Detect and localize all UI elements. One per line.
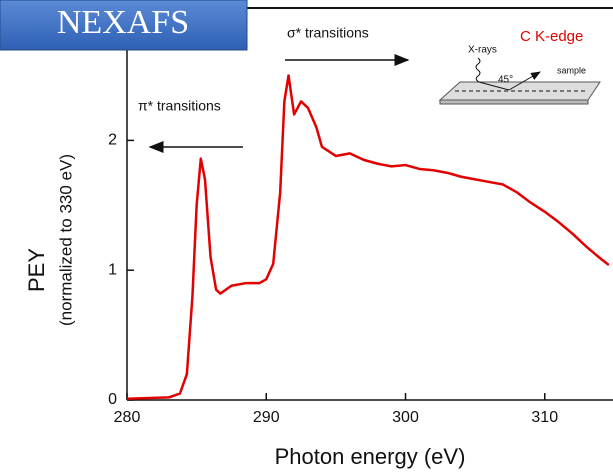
xray-path: [475, 57, 510, 91]
spectrum-line: [127, 74, 610, 400]
emission-arrow: [508, 71, 541, 91]
y-axis-title: PEY: [24, 248, 49, 292]
x-axis-title: Photon energy (eV): [275, 444, 466, 469]
angle-label: 45°: [498, 75, 513, 86]
badge-box: [0, 0, 248, 51]
x-tick-label: 280: [114, 409, 141, 426]
edge-label: C K-edge: [520, 28, 583, 45]
x-tick-label: 290: [253, 409, 280, 426]
sample-edge: [439, 99, 589, 105]
x-tick-label: 310: [531, 409, 558, 426]
xrays-label: X-rays: [468, 45, 497, 56]
pi-label: π* transitions: [138, 98, 221, 114]
badge-text: NEXAFS: [57, 4, 189, 41]
y-tick-label: 0: [108, 391, 117, 408]
y-tick-label: 2: [108, 132, 117, 149]
y-axis-note: (normalized to 330 eV): [56, 154, 75, 326]
sigma-label: σ* transitions: [287, 25, 369, 41]
x-tick-label: 300: [392, 409, 419, 426]
inset: X-rays 45° sample: [438, 45, 601, 105]
plot-area: [127, 74, 610, 400]
y-tick-label: 1: [108, 261, 117, 278]
sample-label: sample: [557, 65, 586, 75]
